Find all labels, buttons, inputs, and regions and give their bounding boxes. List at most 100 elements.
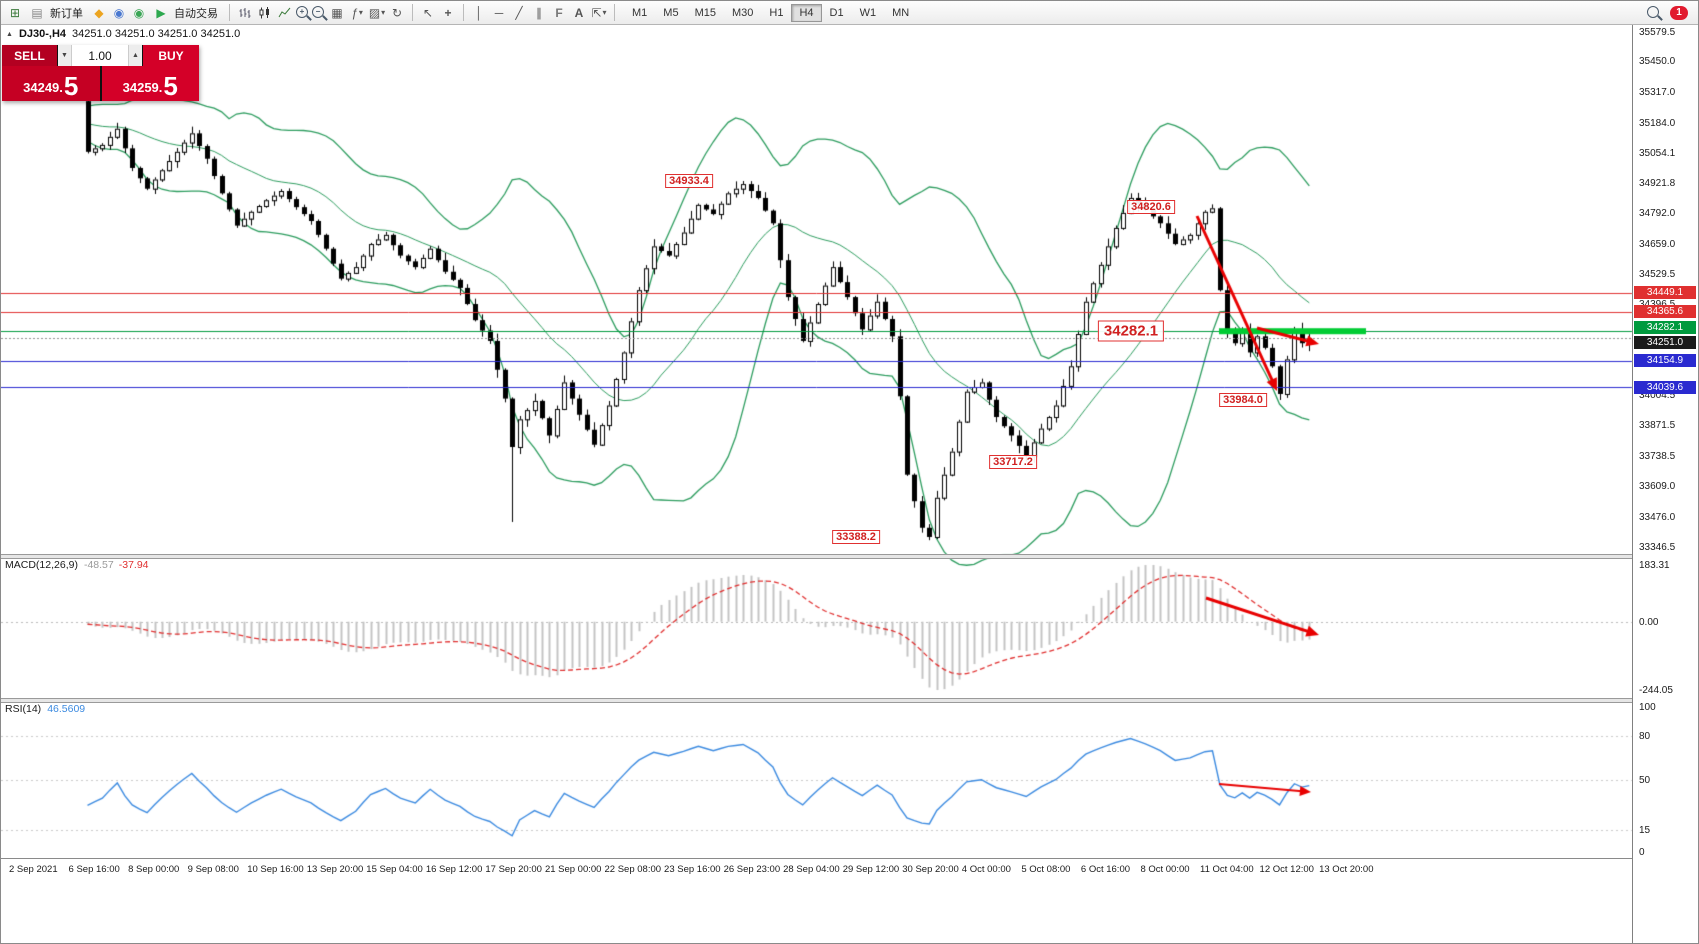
time-axis-label: 8 Sep 00:00 xyxy=(128,864,180,875)
price-annotation[interactable]: 33388.2 xyxy=(832,530,880,545)
hline-axis-label[interactable]: 34282.1 xyxy=(1634,320,1696,334)
timeframe-h4[interactable]: H4 xyxy=(791,3,822,22)
time-axis-label: 5 Oct 08:00 xyxy=(1021,864,1071,875)
price-annotation[interactable]: 33717.2 xyxy=(989,454,1037,469)
symbol-period-label: DJ30-,H4 xyxy=(18,28,67,40)
buy-button[interactable]: BUY xyxy=(143,45,199,66)
trendline-icon[interactable]: ╱ xyxy=(515,5,523,20)
text-tool-icon[interactable]: A xyxy=(574,5,584,20)
rsi-axis-label: 80 xyxy=(1639,731,1651,742)
macd-pane-separator[interactable] xyxy=(1,554,1698,559)
timeframe-m5[interactable]: M5 xyxy=(663,6,679,19)
chart-annotations-layer: 34933.4 34820.6 34282.1 33984.0 33717.2 33388… xyxy=(1,1,1632,943)
price-tick: 33609.0 xyxy=(1639,480,1676,492)
time-axis-label: 15 Sep 04:00 xyxy=(366,864,423,875)
macd-axis-label: -244.05 xyxy=(1639,685,1673,696)
buy-price[interactable]: 34259. 5 xyxy=(101,66,199,101)
time-axis-label: 29 Sep 12:00 xyxy=(842,864,900,875)
ohlc-values: 34251.0 34251.0 34251.0 34251.0 xyxy=(72,28,241,40)
zoom-out-icon[interactable]: − xyxy=(311,5,327,21)
zoom-in-icon[interactable]: + xyxy=(295,5,311,21)
new-order-label: 新订单 xyxy=(50,7,83,20)
timeframe-m15[interactable]: M15 xyxy=(694,6,716,19)
timeframe-toolbar: M1 M5 M15 M30 H1 H4 D1 W1 MN xyxy=(624,3,917,22)
order-form-icon: ▤ xyxy=(31,5,43,20)
sell-price-pip: 5 xyxy=(63,71,79,101)
rsi-axis-label: 15 xyxy=(1639,825,1651,837)
time-axis-label: 26 Sep 23:00 xyxy=(723,864,781,875)
rsi-axis-label: 100 xyxy=(1639,702,1656,713)
market-icon[interactable]: ◆ xyxy=(94,5,104,20)
bar-chart-icon[interactable] xyxy=(235,3,255,22)
timeframe-m30[interactable]: M30 xyxy=(731,6,754,19)
notification-badge[interactable]: 1 xyxy=(1670,5,1688,20)
community-icon[interactable]: ◉ xyxy=(113,5,125,20)
current-price-axis-label[interactable]: 34251.0 xyxy=(1634,335,1696,349)
autotrading-label: 自动交易 xyxy=(174,7,218,20)
templates-icon[interactable]: ▨ ▾ xyxy=(368,5,386,20)
period-cycle-icon[interactable]: ↻ xyxy=(391,5,403,20)
timeframe-mn[interactable]: MN xyxy=(892,6,910,19)
toolbar-separator xyxy=(614,4,615,21)
timeframe-m1[interactable]: M1 xyxy=(632,6,648,19)
time-axis-label: 21 Sep 00:00 xyxy=(544,864,602,875)
rsi-axis-label: 50 xyxy=(1639,774,1651,786)
sell-price[interactable]: 34249. 5 xyxy=(2,66,102,101)
new-chart-icon[interactable]: ⊞ xyxy=(9,5,21,20)
price-tick: 35054.1 xyxy=(1639,147,1676,159)
macd-axis-label: 0.00 xyxy=(1639,616,1659,628)
hline-axis-label[interactable]: 34154.9 xyxy=(1634,354,1696,368)
timeframe-d1[interactable]: D1 xyxy=(829,6,844,19)
time-axis-label: 13 Sep 20:00 xyxy=(306,864,364,875)
fibonacci-icon[interactable]: F xyxy=(555,5,563,20)
codebase-icon[interactable]: ◉ xyxy=(133,5,145,20)
rsi-title: RSI(14) xyxy=(5,703,42,715)
horizontal-line-icon[interactable]: ─ xyxy=(494,5,504,20)
channel-icon[interactable]: ∥ xyxy=(536,5,542,20)
play-icon: ▶ xyxy=(156,5,166,20)
hline-axis-label[interactable]: 34039.6 xyxy=(1634,380,1696,394)
price-axis[interactable]: 35579.5 35450.0 35317.0 35184.0 35054.1 34921… xyxy=(1632,25,1698,943)
time-axis[interactable]: 2 Sep 2021 6 Sep 16:00 8 Sep 00:00 9 Sep 08… xyxy=(1,858,1632,943)
rsi-pane-title: RSI(14) 46.5609 xyxy=(5,703,85,715)
price-tick: 34659.0 xyxy=(1639,238,1676,250)
line-chart-icon[interactable] xyxy=(275,3,295,22)
time-axis-label: 6 Oct 16:00 xyxy=(1080,864,1131,875)
candlestick-chart-icon[interactable] xyxy=(255,3,275,22)
search-icon[interactable] xyxy=(1646,5,1662,21)
arrows-tool-icon[interactable]: ⇱ ▾ xyxy=(591,5,607,20)
vertical-line-icon[interactable]: │ xyxy=(475,5,483,20)
hline-axis-label[interactable]: 34365.6 xyxy=(1634,305,1696,319)
price-annotation[interactable]: 34282.1 xyxy=(1097,320,1165,342)
autotrading-button[interactable]: ▶ 自动交易 xyxy=(149,2,224,23)
price-annotation[interactable]: 33984.0 xyxy=(1219,392,1267,407)
toolbar-separator xyxy=(229,4,230,21)
sell-button[interactable]: SELL xyxy=(2,45,57,66)
time-axis-label: 30 Sep 20:00 xyxy=(902,864,959,875)
time-axis-label: 8 Oct 00:00 xyxy=(1140,864,1190,875)
tile-windows-icon[interactable]: ▦ xyxy=(331,5,343,20)
volume-decrease-button[interactable]: ▼ xyxy=(58,45,72,66)
price-annotation[interactable]: 34933.4 xyxy=(665,174,713,188)
time-axis-label: 2 Sep 2021 xyxy=(9,864,58,875)
rsi-axis-label: 0 xyxy=(1639,847,1645,858)
crosshair-icon[interactable]: + xyxy=(444,5,452,20)
new-order-button[interactable]: ▤ 新订单 xyxy=(25,2,89,23)
hline-axis-label[interactable]: 34449.1 xyxy=(1634,286,1696,300)
timeframe-h1[interactable]: H1 xyxy=(769,6,784,19)
price-tick: 34921.8 xyxy=(1639,178,1676,190)
volume-increase-button[interactable]: ▲ xyxy=(128,45,142,66)
cursor-icon[interactable]: ↖ xyxy=(422,5,434,20)
symbol-arrow-icon: ▲ xyxy=(6,30,13,38)
time-axis-label: 9 Sep 08:00 xyxy=(187,864,239,875)
time-axis-label: 4 Oct 00:00 xyxy=(961,864,1011,875)
time-axis-label: 12 Oct 12:00 xyxy=(1259,864,1314,875)
indicators-icon[interactable]: ƒ ▾ xyxy=(351,5,363,20)
timeframe-w1[interactable]: W1 xyxy=(859,6,877,19)
chart-ohlc-header: ▲ DJ30-,H4 34251.0 34251.0 34251.0 34251… xyxy=(6,28,240,40)
volume-input[interactable] xyxy=(72,45,128,66)
price-annotation[interactable]: 34820.6 xyxy=(1127,200,1175,215)
rsi-pane-separator[interactable] xyxy=(1,698,1698,703)
